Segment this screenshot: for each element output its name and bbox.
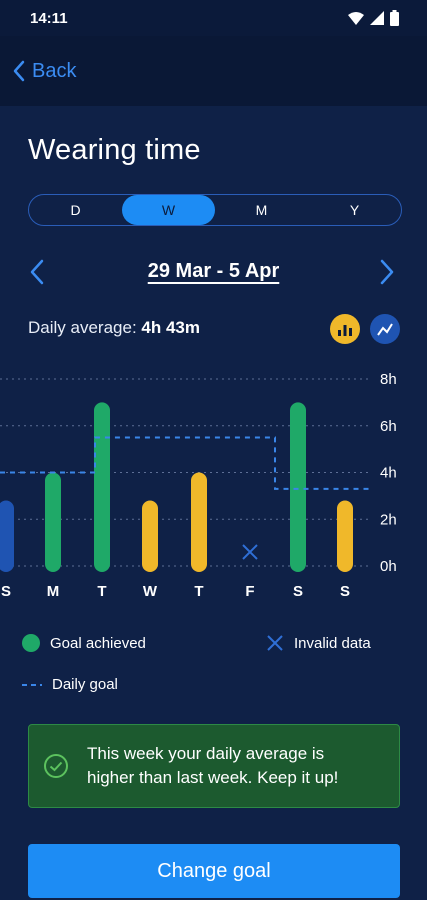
y-tick-label: 4h <box>380 465 397 482</box>
bar-view-toggle[interactable] <box>330 314 360 344</box>
status-bar: 14:11 <box>0 0 427 36</box>
line-chart-icon <box>377 323 393 336</box>
back-button[interactable]: Back <box>12 60 76 83</box>
tab-month[interactable]: M <box>255 202 268 218</box>
status-icons <box>348 10 399 26</box>
daily-average-label: Daily average: <box>28 318 137 337</box>
legend-daily-goal: Daily goal <box>22 676 118 693</box>
bar <box>94 402 110 572</box>
legend-goal-achieved: Goal achieved <box>22 634 146 652</box>
change-goal-button[interactable]: Change goal <box>28 844 400 898</box>
y-tick-label: 6h <box>380 418 397 435</box>
x-tick-label: T <box>194 583 203 600</box>
encouragement-banner: This week your daily average is higher t… <box>28 724 400 808</box>
legend-daily-goal-label: Daily goal <box>52 676 118 693</box>
x-tick-label: T <box>97 583 106 600</box>
daily-average: Daily average: 4h 43m <box>28 318 200 338</box>
x-tick-label: M <box>47 583 60 600</box>
tab-day[interactable]: D <box>70 202 81 218</box>
daily-average-value: 4h 43m <box>141 318 200 337</box>
green-dot-icon <box>22 634 40 652</box>
line-view-toggle[interactable] <box>370 314 400 344</box>
y-tick-label: 8h <box>380 371 397 388</box>
bar <box>290 402 306 572</box>
app-bar: Back <box>0 36 427 106</box>
x-tick-label: S <box>340 583 350 600</box>
bar <box>142 500 158 572</box>
banner-line-2: higher than last week. Keep it up! <box>87 768 339 787</box>
banner-line-1: This week your daily average is <box>87 744 325 763</box>
chevron-left-icon <box>30 259 44 285</box>
period-selector: D W M Y <box>28 194 402 226</box>
legend-invalid-data: Invalid data <box>266 634 371 652</box>
legend-goal-achieved-label: Goal achieved <box>50 634 146 652</box>
wifi-icon <box>348 11 364 25</box>
main-content: Wearing time D W M Y 29 Mar - 5 Apr Dail… <box>0 106 427 900</box>
bar <box>191 472 207 572</box>
cross-icon <box>267 635 283 651</box>
previous-period-button[interactable] <box>22 256 52 288</box>
bar <box>45 472 61 572</box>
battery-icon <box>390 10 399 26</box>
bar-chart-icon <box>338 325 352 336</box>
chevron-left-icon <box>13 60 25 82</box>
y-tick-label: 0h <box>380 558 397 575</box>
dashed-line-icon <box>22 683 42 686</box>
bar <box>0 500 14 572</box>
tab-week[interactable]: W <box>122 195 215 225</box>
x-tick-label: F <box>245 583 254 600</box>
invalid-marker <box>242 544 258 560</box>
next-period-button[interactable] <box>372 256 402 288</box>
banner-message: This week your daily average is higher t… <box>87 742 338 790</box>
legend-invalid-data-label: Invalid data <box>294 634 371 652</box>
signal-icon <box>370 11 384 25</box>
x-tick-label: S <box>293 583 303 600</box>
clock: 14:11 <box>30 9 68 27</box>
chevron-right-icon <box>380 259 394 285</box>
wearing-time-chart: 8h 6h 4h 2h 0h S M T W T F S S <box>0 371 397 600</box>
page-title: Wearing time <box>28 134 201 166</box>
date-range[interactable]: 29 Mar - 5 Apr <box>147 260 280 282</box>
bar <box>337 500 353 572</box>
daily-goal-line <box>0 436 370 490</box>
date-navigator: 29 Mar - 5 Apr <box>0 254 427 290</box>
y-tick-label: 2h <box>380 511 397 528</box>
check-circle-icon <box>44 754 68 778</box>
x-tick-label: W <box>143 583 158 600</box>
tab-year[interactable]: Y <box>349 202 360 218</box>
back-label: Back <box>32 59 77 82</box>
x-tick-label: S <box>1 583 11 600</box>
